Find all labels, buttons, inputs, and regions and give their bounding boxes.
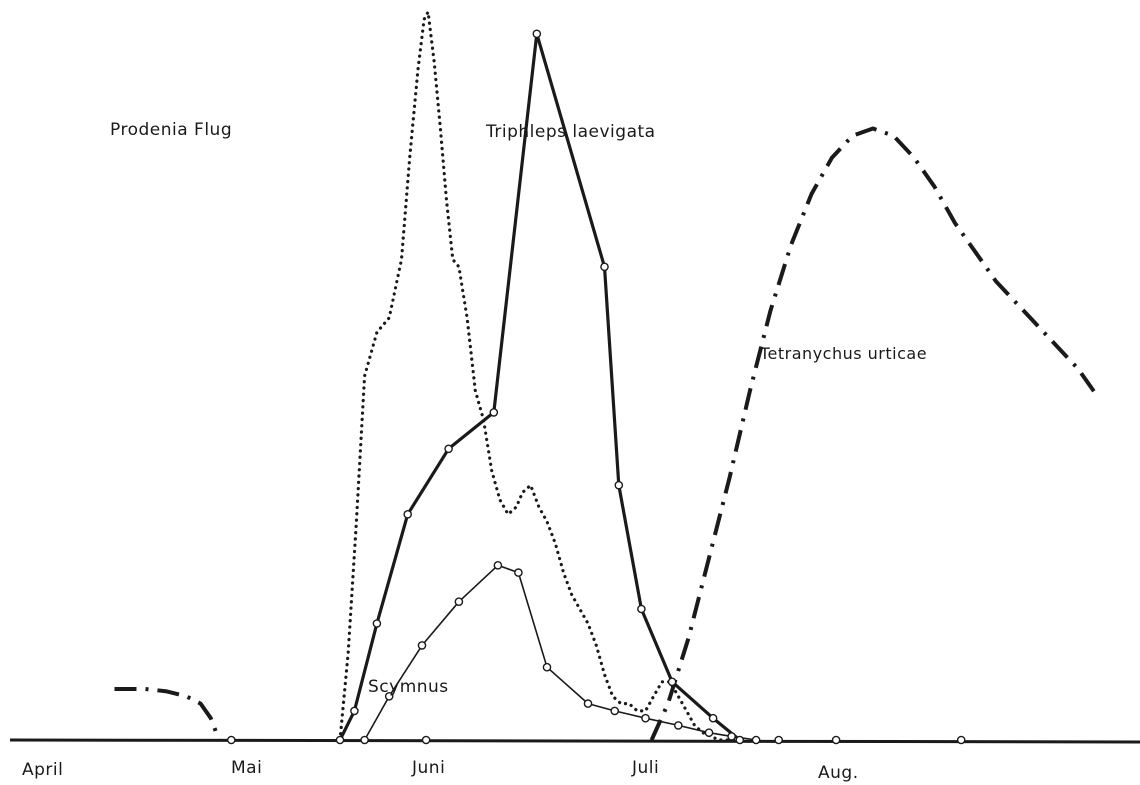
data-point-scymnus: [583, 699, 593, 708]
x-tick-label-mai: Mai: [231, 758, 263, 778]
data-point-scymnus: [704, 728, 714, 738]
x-tick-label-juni: Juni: [412, 758, 446, 778]
data-point-triphleps-laevigata: [335, 735, 345, 745]
baseline-marker: [226, 735, 236, 745]
data-point-triphleps-laevigata: [372, 619, 382, 628]
data-point-scymnus: [542, 662, 552, 672]
data-point-triphleps-laevigata: [489, 408, 499, 417]
series-line-scymnus: [363, 564, 757, 741]
x-tick-label-juli: Juli: [632, 758, 660, 778]
data-point-triphleps-laevigata: [637, 604, 646, 614]
data-point-scymnus: [641, 713, 650, 723]
series-label-triphleps-laevigata: Triphleps laevigata: [486, 122, 656, 142]
data-point-scymnus: [360, 735, 369, 745]
baseline-marker: [831, 735, 841, 745]
x-tick-label-april: April: [22, 760, 64, 780]
marker-layer: [226, 29, 966, 745]
x-axis-baseline: [9, 738, 1140, 744]
data-point-triphleps-laevigata: [403, 509, 413, 519]
data-point-triphleps-laevigata: [532, 29, 542, 39]
x-tick-label-aug: Aug.: [818, 763, 859, 783]
data-point-triphleps-laevigata: [600, 262, 609, 272]
data-point-scymnus: [610, 706, 620, 716]
data-point-triphleps-laevigata: [735, 735, 745, 745]
data-point-triphleps-laevigata: [350, 706, 359, 716]
series-line-tetranychus-urticae: [649, 126, 1101, 741]
data-point-triphleps-laevigata: [667, 677, 677, 687]
series-label-scymnus: Scymnus: [368, 677, 449, 697]
data-point-triphleps-laevigata: [708, 713, 718, 723]
series-label-prodenia-flug: Prodenia Flug: [110, 120, 233, 140]
data-point-scymnus: [493, 561, 503, 570]
data-point-triphleps-laevigata: [614, 480, 624, 490]
series-label-tetranychus-urticae: Tetranychus urticae: [760, 344, 928, 363]
data-point-scymnus: [674, 721, 683, 730]
series-line-early-season-dash-dot: [114, 687, 221, 741]
baseline-marker: [956, 735, 966, 745]
baseline-marker: [421, 735, 431, 745]
baseline-marker: [774, 735, 784, 745]
data-point-scymnus: [751, 735, 761, 745]
data-point-scymnus: [384, 692, 394, 701]
data-point-triphleps-laevigata: [444, 444, 453, 454]
data-point-scymnus: [454, 597, 464, 607]
data-point-scymnus: [417, 641, 427, 650]
data-point-scymnus: [727, 732, 736, 741]
data-point-scymnus: [514, 568, 523, 577]
